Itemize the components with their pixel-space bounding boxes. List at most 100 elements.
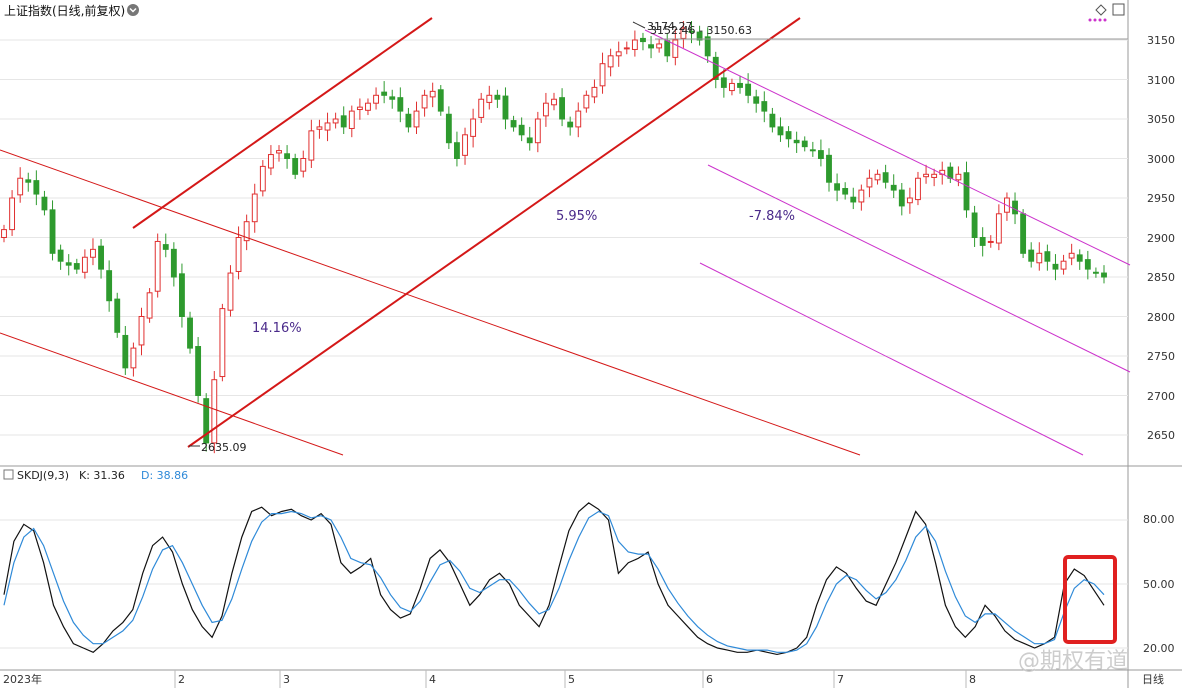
candle-down	[389, 96, 396, 100]
candle-down	[898, 189, 905, 207]
candle-down	[437, 89, 444, 112]
candle-down	[559, 97, 566, 120]
candle-down	[284, 153, 291, 159]
candle-up	[478, 98, 485, 118]
candle-down	[122, 334, 129, 369]
candle-down	[737, 82, 743, 88]
candle-up	[211, 379, 218, 444]
candle-down	[801, 140, 808, 148]
candle-down	[98, 245, 104, 270]
d-line	[3, 510, 1105, 653]
candle-up	[219, 308, 226, 378]
candle-up	[154, 240, 161, 292]
time-axis: 2023年 2 3 4 5 6 7 8 日线	[3, 670, 1164, 688]
candle-up	[259, 165, 266, 192]
candle-down	[195, 346, 202, 396]
candle-up	[534, 118, 541, 144]
price-tick: 2850	[1147, 271, 1175, 284]
downtrend-channel-lower	[0, 332, 344, 456]
candle-up	[607, 55, 614, 68]
candle-up	[583, 94, 590, 109]
k-line	[3, 502, 1105, 656]
price-tick: 3000	[1147, 153, 1175, 166]
candle-up	[874, 173, 881, 181]
time-label: 4	[429, 673, 436, 686]
k-value: K: 31.36	[79, 469, 125, 482]
candle-down	[405, 113, 412, 128]
time-label: 3	[283, 673, 290, 686]
candle-down	[971, 212, 978, 238]
candle-down	[882, 172, 889, 183]
candle-down	[106, 270, 113, 302]
candle-up	[470, 118, 477, 137]
watermark: @期权有道	[1018, 649, 1128, 674]
candle-down	[25, 179, 32, 183]
candle-down	[834, 183, 841, 191]
candle-down	[33, 180, 40, 195]
candle-up	[373, 94, 379, 104]
price-tick: 2950	[1147, 192, 1175, 205]
candle-down	[704, 36, 711, 57]
time-label: 2	[178, 673, 185, 686]
candle-down	[179, 273, 185, 317]
candle-down	[826, 154, 832, 183]
candle-down	[494, 94, 501, 100]
candle-down	[777, 126, 784, 136]
price-tick: 2750	[1147, 350, 1175, 363]
candle-down	[842, 188, 849, 195]
candle-up	[146, 292, 153, 319]
candle-up	[995, 213, 1002, 244]
diamond-icon[interactable]	[1095, 4, 1107, 16]
indicator-header[interactable]: SKDJ(9,3) K: 31.36 D: 38.86	[3, 469, 188, 482]
candle-down	[817, 150, 824, 160]
candle-down	[1020, 213, 1027, 254]
candle-up	[729, 82, 735, 92]
candle-down	[963, 172, 970, 211]
candle-down	[793, 139, 800, 144]
indicator-tick: 20.00	[1143, 642, 1175, 655]
candle-up	[413, 110, 420, 128]
chevron-down-icon[interactable]	[127, 4, 139, 16]
drawing-tools	[0, 17, 1131, 456]
dots-icon[interactable]	[1088, 18, 1107, 22]
candle-up	[1068, 252, 1075, 259]
time-label: 5	[568, 673, 575, 686]
candle-down	[769, 113, 776, 128]
candle-up	[316, 126, 323, 130]
candle-down	[688, 30, 695, 33]
candle-up	[324, 122, 331, 131]
collapse-icon[interactable]	[3, 469, 14, 480]
candle-down	[502, 95, 509, 120]
candle-up	[356, 106, 363, 111]
candle-down	[696, 31, 703, 41]
candle-down	[57, 249, 64, 262]
candle-down	[785, 131, 792, 140]
candle-down	[809, 149, 816, 152]
square-icon[interactable]	[1112, 3, 1125, 16]
indicator-tick: 80.00	[1143, 513, 1175, 526]
candle-up	[365, 102, 371, 111]
price-tick: 2650	[1147, 429, 1175, 442]
candle-down	[114, 298, 121, 333]
magenta-channel-mid	[707, 164, 1131, 373]
price-tick: 3100	[1147, 74, 1175, 87]
period-label[interactable]: 日线	[1142, 672, 1164, 686]
candle-up	[9, 197, 16, 231]
candle-down	[292, 158, 299, 175]
candle-up	[81, 256, 88, 273]
candle-down	[640, 37, 646, 43]
range-label: 3152.46 - 3150.63	[650, 24, 752, 37]
chart-title[interactable]: 上证指数(日线,前复权)	[4, 3, 125, 18]
candle-up	[332, 118, 339, 124]
candle-down	[664, 40, 671, 57]
candle-up	[90, 248, 96, 258]
candle-down	[567, 121, 574, 128]
candle-up	[623, 47, 630, 50]
candle-up	[267, 154, 274, 169]
candle-up	[235, 237, 242, 272]
price-tick: 2800	[1147, 311, 1175, 324]
candle-up	[1036, 252, 1043, 264]
candle-up	[906, 197, 913, 204]
